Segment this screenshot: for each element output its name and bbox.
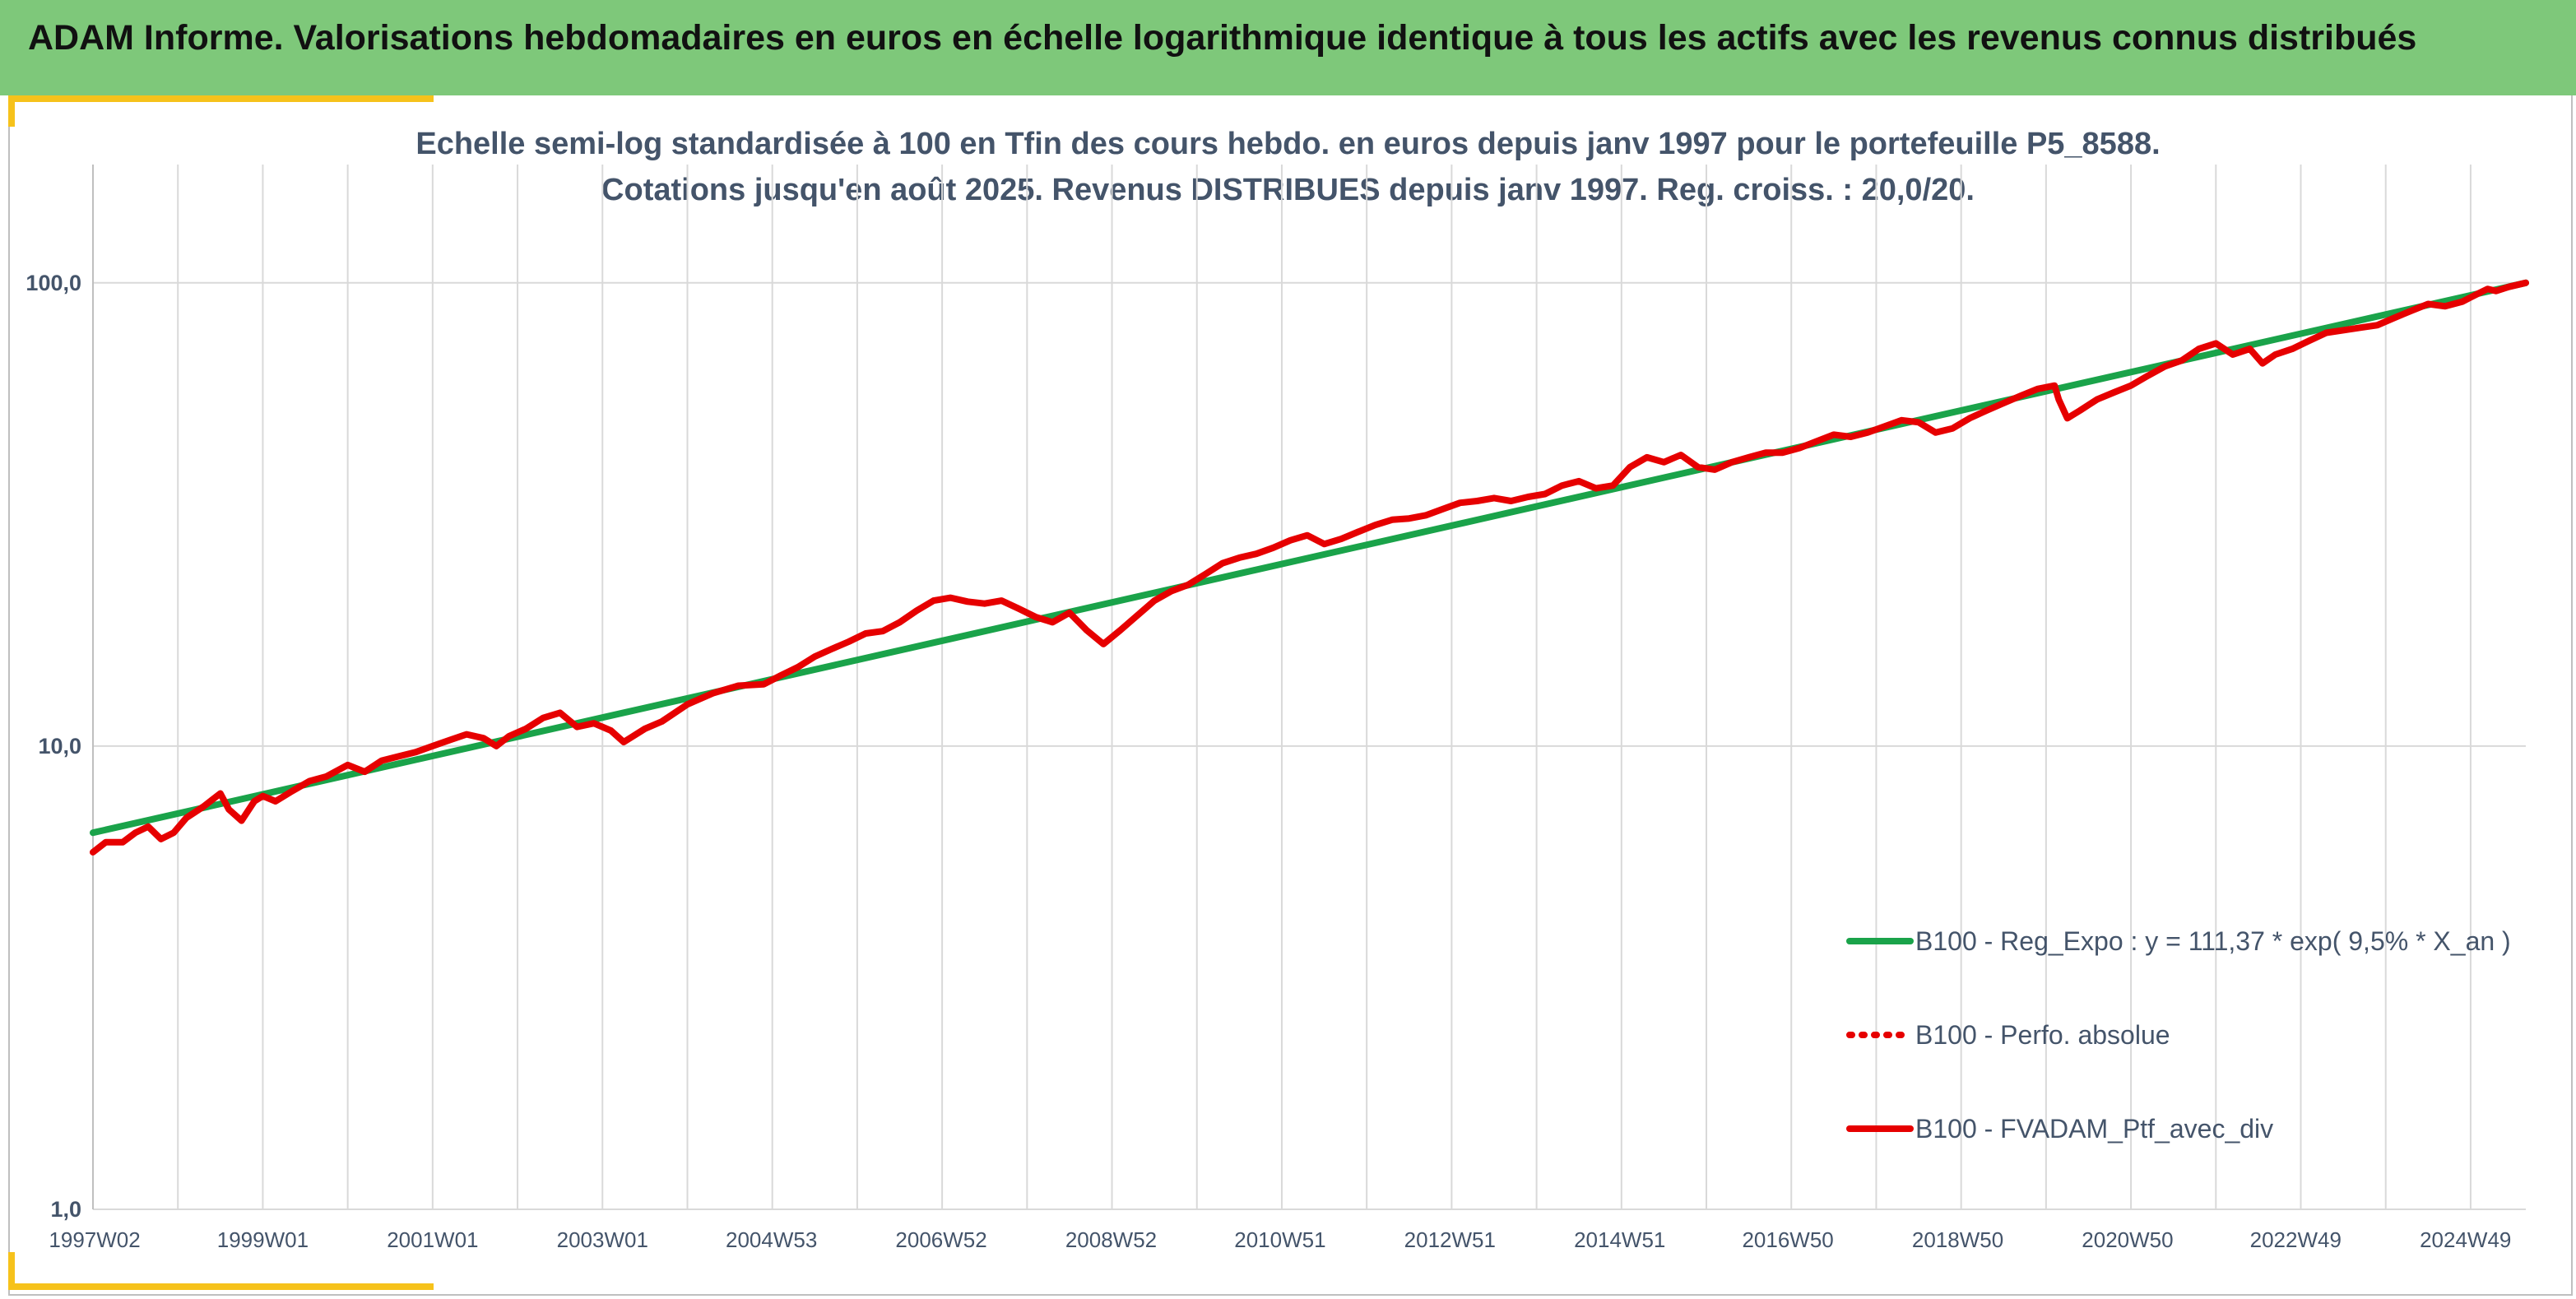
x-tick-label: 2022W49 [2250,1227,2342,1252]
x-tick-label: 1999W01 [217,1227,309,1252]
x-tick-label: 2020W50 [2082,1227,2173,1252]
x-tick-label: 2024W49 [2420,1227,2511,1252]
page-title: ADAM Informe. Valorisations hebdomadaire… [28,18,2417,58]
series-line [90,279,2529,856]
x-tick-label: 2010W51 [1234,1227,1325,1252]
accent-bar-bottom [8,1283,434,1290]
x-tick-label: 2004W53 [726,1227,817,1252]
legend-label: B100 - FVADAM_Ptf_avec_div [1915,1114,2273,1144]
grid-lines [92,165,2526,1210]
x-tick-label: 2014W51 [1574,1227,1665,1252]
chart-frame [8,95,2573,1296]
legend-label: B100 - Perfo. absolue [1915,1020,2170,1050]
axis-labels: 100,0 10,0 1,0 1997W02 1999W01 2001W01 2003W01… [26,271,2511,1252]
x-tick-label: 1997W02 [49,1227,140,1252]
x-tick-label: 2008W52 [1065,1227,1157,1252]
x-tick-label: 2018W50 [1912,1227,2003,1252]
y-tick-label: 100,0 [26,271,81,295]
x-tick-label: 2016W50 [1742,1227,1833,1252]
chart-subtitle-line1: Echelle semi-log standardisée à 100 en T… [415,127,2161,161]
x-tick-label: 2001W01 [387,1227,478,1252]
accent-bar-left-top [8,95,15,127]
header-band [0,0,2576,95]
x-tick-label: 2006W52 [895,1227,986,1252]
x-tick-label: 2003W01 [557,1227,648,1252]
y-tick-label: 1,0 [50,1197,81,1222]
accent-bar-top [8,95,434,102]
accent-bar-left-bottom [8,1252,15,1290]
x-tick-label: 2012W51 [1404,1227,1496,1252]
legend: B100 - Reg_Expo : y = 111,37 * exp( 9,5%… [1846,926,2511,1144]
chart-subtitle-line2: Cotations jusqu'en août 2025. Revenus DI… [601,173,1975,207]
y-tick-label: 10,0 [38,734,81,759]
series-layer [90,279,2529,856]
legend-label: B100 - Reg_Expo : y = 111,37 * exp( 9,5%… [1915,926,2511,956]
